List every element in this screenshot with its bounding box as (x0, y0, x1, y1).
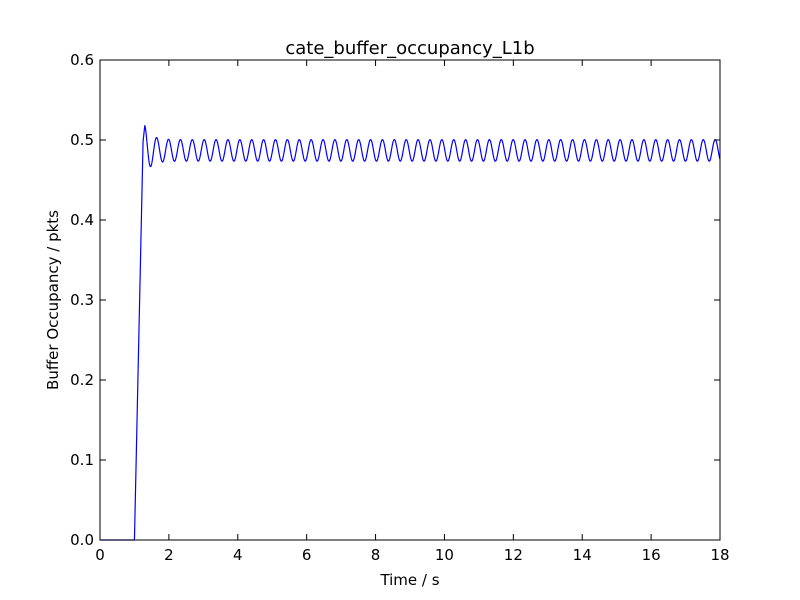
y-tick-label: 0.1 (70, 451, 94, 469)
x-tick-label: 12 (504, 546, 523, 564)
x-axis-label: Time / s (379, 571, 439, 589)
x-axis: 0 2 4 6 8 10 12 14 16 18 (95, 60, 730, 564)
y-axis: 0.0 0.1 0.2 0.3 0.4 0.5 0.6 (70, 51, 720, 549)
y-axis-label: Buffer Occupancy / pkts (44, 210, 62, 390)
x-tick-label: 14 (573, 546, 592, 564)
y-tick-label: 0.5 (70, 131, 94, 149)
series-line (100, 125, 721, 541)
chart-title: cate_buffer_occupancy_L1b (285, 38, 534, 59)
series-layer (100, 125, 721, 541)
y-tick-label: 0.4 (70, 211, 94, 229)
y-tick-label: 0.3 (70, 291, 94, 309)
x-tick-label: 0 (95, 546, 105, 564)
y-tick-label: 0.6 (70, 51, 94, 69)
x-tick-label: 4 (233, 546, 243, 564)
y-tick-label: 0.0 (70, 531, 94, 549)
x-tick-label: 10 (435, 546, 454, 564)
x-tick-label: 18 (710, 546, 729, 564)
x-tick-label: 8 (371, 546, 381, 564)
y-tick-label: 0.2 (70, 371, 94, 389)
x-tick-label: 6 (302, 546, 312, 564)
x-tick-label: 16 (642, 546, 661, 564)
x-tick-label: 2 (164, 546, 174, 564)
